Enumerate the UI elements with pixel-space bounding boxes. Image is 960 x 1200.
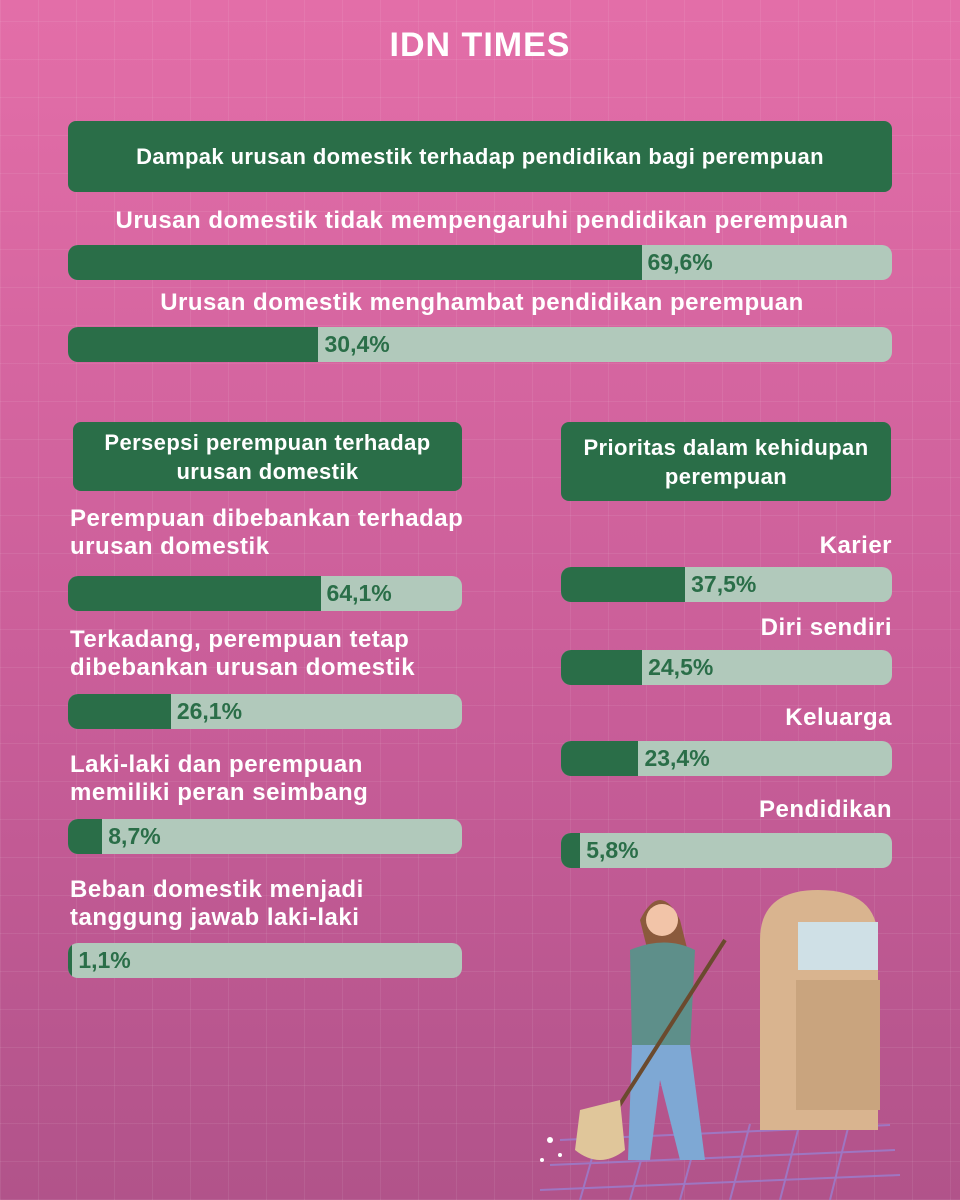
bar xyxy=(68,245,642,280)
chart-title: Persepsi perempuan terhadap urusan domes… xyxy=(73,422,462,491)
bar xyxy=(561,833,581,868)
bar xyxy=(68,327,319,362)
bar-track xyxy=(68,819,462,854)
chart-title: Prioritas dalam kehidupan perempuan xyxy=(561,422,891,501)
category-label: Diri sendiri xyxy=(760,614,892,641)
category-label: Pendidikan xyxy=(758,796,892,823)
bar-track xyxy=(68,245,892,280)
value-label: 23,4% xyxy=(644,745,710,771)
bar-track xyxy=(68,694,462,729)
bar-track xyxy=(561,650,892,685)
category-label: Urusan domestik menghambat pendidikan pe… xyxy=(160,289,804,316)
value-label: 8,7% xyxy=(108,823,161,849)
bar-track xyxy=(68,943,462,978)
category-label: Laki-laki dan perempuan memiliki peran s… xyxy=(70,751,369,806)
category-label: Urusan domestik tidak mempengaruhi pendi… xyxy=(115,207,849,234)
bar xyxy=(561,650,643,685)
bar xyxy=(68,576,321,611)
value-label: 5,8% xyxy=(586,837,639,863)
category-label: Terkadang, perempuan tetap dibebankan ur… xyxy=(70,626,416,681)
value-label: 1,1% xyxy=(78,947,131,973)
value-label: 30,4% xyxy=(324,331,390,357)
value-label: 69,6% xyxy=(647,249,713,275)
bar-track xyxy=(68,576,462,611)
bar xyxy=(561,741,639,776)
bar-track xyxy=(561,741,892,776)
bar xyxy=(68,694,171,729)
category-label: Karier xyxy=(819,532,892,559)
bar-track xyxy=(68,327,892,362)
value-label: 64,1% xyxy=(326,580,392,606)
category-label: Beban domestik menjadi tanggung jawab la… xyxy=(70,876,364,931)
value-label: 24,5% xyxy=(648,654,714,680)
bar xyxy=(68,819,103,854)
illustration xyxy=(539,890,900,1200)
category-label: Perempuan dibebankan terhadap urusan dom… xyxy=(70,505,464,560)
value-label: 37,5% xyxy=(691,571,757,597)
category-label: Keluarga xyxy=(785,704,892,731)
bar-track xyxy=(561,567,892,602)
brand: IDN TIMES xyxy=(389,26,571,64)
chart-title: Dampak urusan domestik terhadap pendidik… xyxy=(68,121,892,192)
bar-track xyxy=(561,833,892,868)
value-label: 26,1% xyxy=(176,698,243,724)
bar xyxy=(561,567,686,602)
bar xyxy=(68,943,73,978)
